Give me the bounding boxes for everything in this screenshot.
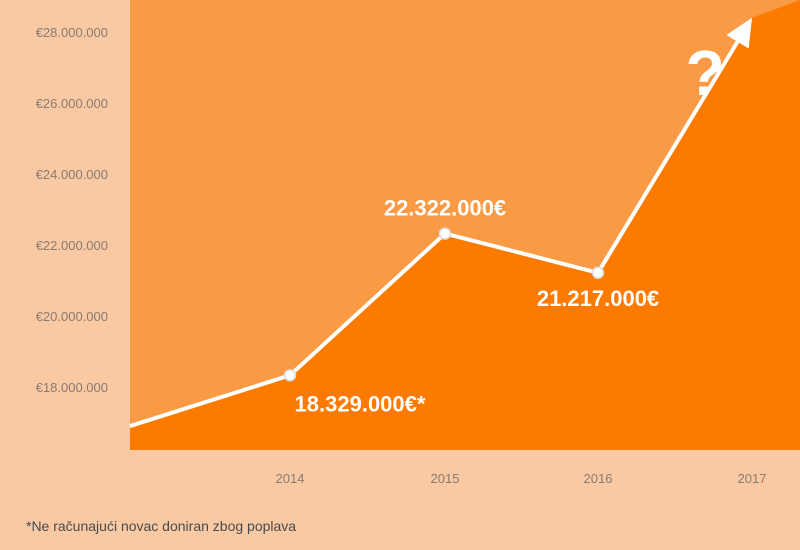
area-fill bbox=[130, 0, 800, 450]
y-tick-label: €26.000.000 bbox=[36, 96, 108, 111]
data-label-2014: 18.329.000€* bbox=[295, 391, 426, 416]
question-mark: ? bbox=[685, 37, 724, 109]
data-label-2016: 21.217.000€ bbox=[537, 286, 659, 311]
x-tick-label: 2016 bbox=[584, 471, 613, 486]
data-label-2015: 22.322.000€ bbox=[384, 196, 506, 221]
data-point-2014 bbox=[283, 369, 297, 382]
footnote: *Ne računajući novac doniran zbog poplav… bbox=[26, 518, 297, 534]
data-labels: 18.329.000€* 22.322.000€ 21.217.000€ bbox=[295, 196, 660, 417]
y-tick-label: €20.000.000 bbox=[36, 309, 108, 324]
x-tick-label: 2015 bbox=[431, 471, 460, 486]
y-tick-label: €22.000.000 bbox=[36, 238, 108, 253]
y-tick-label: €18.000.000 bbox=[36, 380, 108, 395]
x-axis: 2014 2015 2016 2017 bbox=[276, 471, 767, 486]
data-point-2016 bbox=[591, 266, 605, 280]
y-axis: €28.000.000 €26.000.000 €24.000.000 €22.000… bbox=[36, 25, 108, 395]
x-tick-label: 2017 bbox=[738, 471, 767, 486]
data-point-2015 bbox=[438, 227, 452, 240]
y-tick-label: €24.000.000 bbox=[36, 167, 108, 182]
x-tick-label: 2014 bbox=[276, 471, 305, 486]
arrow-head bbox=[726, 17, 752, 49]
y-tick-label: €28.000.000 bbox=[36, 25, 108, 40]
data-points bbox=[283, 227, 605, 382]
